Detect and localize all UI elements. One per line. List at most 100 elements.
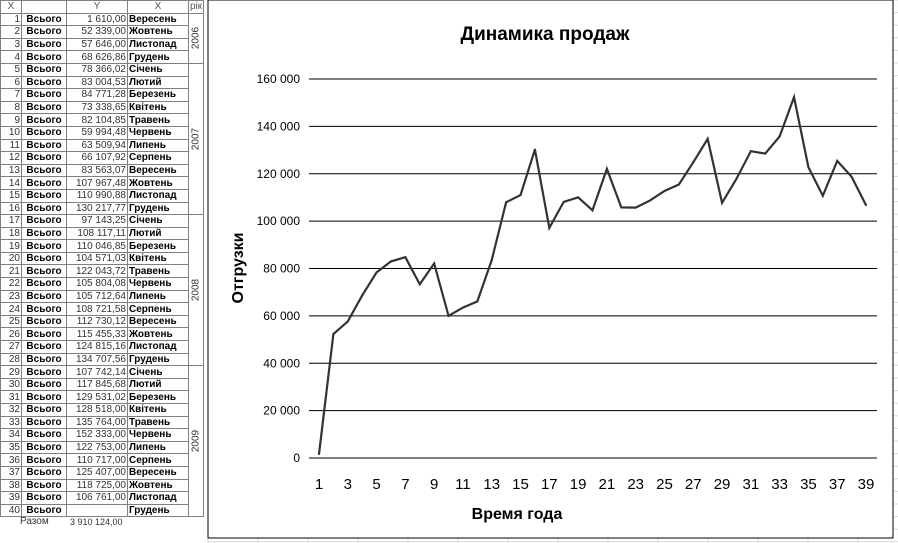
table-row: 37 Всього 125 407,00 Вересень xyxy=(0,465,204,480)
data-point[interactable] xyxy=(634,206,637,209)
data-point[interactable] xyxy=(505,201,508,204)
table-row: 12 Всього 66 107,92 Серпень xyxy=(0,151,204,165)
y-tick-label: 100 000 xyxy=(257,214,301,228)
data-point[interactable] xyxy=(735,177,738,180)
y-tick-label: 0 xyxy=(293,451,300,465)
y-tick-label: 160 000 xyxy=(257,72,301,86)
y-axis-title: Отгрузки xyxy=(230,233,247,304)
data-point[interactable] xyxy=(418,283,421,286)
data-point[interactable] xyxy=(764,152,767,155)
data-point[interactable] xyxy=(404,256,407,259)
data-point[interactable] xyxy=(836,159,839,162)
data-point[interactable] xyxy=(677,183,680,186)
table-row: 5 Всього 78 366,02 Січень 2007 xyxy=(0,62,205,216)
y-tick-label: 60 000 xyxy=(263,309,300,323)
data-point[interactable] xyxy=(692,161,695,164)
total-value: 3 910 124,00 xyxy=(70,517,123,527)
data-point[interactable] xyxy=(605,167,608,170)
chart-title: Динамика продаж xyxy=(461,24,630,45)
table-row: 14 Всього 107 967,48 Жовтень xyxy=(0,176,204,190)
data-point[interactable] xyxy=(533,148,536,151)
x-tick-label: 7 xyxy=(401,476,409,493)
data-point[interactable] xyxy=(562,200,565,203)
year-cell[interactable]: 2006 xyxy=(187,12,205,64)
table-row: 16 Всього 130 217,77 Грудень xyxy=(0,201,204,216)
table-row: 6 Всього 83 004,53 Лютий xyxy=(0,75,204,90)
table-row: 34 Всього 152 333,00 Червень xyxy=(0,428,204,442)
data-point[interactable] xyxy=(821,194,824,197)
x-tick-label: 9 xyxy=(430,476,438,493)
table-row: 23 Всього 105 712,64 Липень xyxy=(0,289,204,304)
table-row: 10 Всього 59 994,48 Червень xyxy=(0,125,204,140)
y-tick-label: 80 000 xyxy=(263,262,300,276)
total-label: Разом xyxy=(20,516,49,527)
x-tick-label: 35 xyxy=(800,476,817,493)
data-point[interactable] xyxy=(721,201,724,204)
data-point[interactable] xyxy=(620,206,623,209)
y-tick-label: 120 000 xyxy=(257,167,301,181)
data-point[interactable] xyxy=(591,209,594,212)
data-point[interactable] xyxy=(519,194,522,197)
table-row: 29 Всього 107 742,14 Січень 2009 xyxy=(0,365,205,518)
x-tick-label: 21 xyxy=(599,476,616,493)
data-point[interactable] xyxy=(490,259,493,262)
data-point[interactable] xyxy=(548,226,551,229)
data-point[interactable] xyxy=(663,189,666,192)
data-point[interactable] xyxy=(361,294,364,297)
data-point[interactable] xyxy=(793,96,796,99)
data-point[interactable] xyxy=(332,333,335,336)
row-label[interactable]: Всього xyxy=(21,503,67,518)
data-point[interactable] xyxy=(807,166,810,169)
x-tick-label: 23 xyxy=(627,476,644,493)
table-row: 40 Всього Грудень xyxy=(0,503,204,518)
x-tick-label: 5 xyxy=(372,476,380,493)
data-point[interactable] xyxy=(476,300,479,303)
data-point[interactable] xyxy=(649,199,652,202)
table-row: 24 Всього 108 721,58 Серпень xyxy=(0,302,204,316)
x-tick-label: 19 xyxy=(570,476,587,493)
table-row: 25 Всього 112 730,12 Вересень xyxy=(0,314,204,329)
data-point[interactable] xyxy=(389,260,392,263)
table-row: 27 Всього 124 815,16 Листопад xyxy=(0,340,204,354)
table-row: 21 Всього 122 043,72 Травень xyxy=(0,264,204,279)
year-cell[interactable]: 2009 xyxy=(187,365,205,518)
x-tick-label: 31 xyxy=(742,476,759,493)
x-tick-label: 39 xyxy=(858,476,875,493)
x-tick-label: 37 xyxy=(829,476,846,493)
y-tick-label: 40 000 xyxy=(263,356,300,370)
y-tick-label: 140 000 xyxy=(257,119,301,133)
x-tick-label: 15 xyxy=(512,476,529,493)
x-tick-label: 1 xyxy=(315,476,323,493)
data-point[interactable] xyxy=(706,137,709,140)
x-tick-label: 3 xyxy=(344,476,352,493)
table-row: 17 Всього 97 143,25 Січень 2008 xyxy=(0,214,205,367)
x-axis-title: Время года xyxy=(472,506,563,523)
x-tick-label: 17 xyxy=(541,476,558,493)
data-point[interactable] xyxy=(865,204,867,207)
x-tick-label: 25 xyxy=(656,476,673,493)
data-point[interactable] xyxy=(375,271,378,274)
data-point[interactable] xyxy=(749,150,752,153)
x-tick-label: 29 xyxy=(714,476,731,493)
table-row: 4 Всього 68 626,86 Грудень xyxy=(0,50,204,64)
x-tick-label: 27 xyxy=(685,476,702,493)
data-point[interactable] xyxy=(850,175,853,178)
data-point[interactable] xyxy=(447,314,450,317)
data-point[interactable] xyxy=(318,453,320,456)
table-row: 9 Всього 82 104,85 Травень xyxy=(0,113,204,127)
table-row: 22 Всього 105 804,08 Червень xyxy=(0,277,204,291)
data-point[interactable] xyxy=(461,306,464,309)
table-row: 8 Всього 73 338,65 Квітень xyxy=(0,100,204,115)
data-point[interactable] xyxy=(778,135,781,138)
table-row: 39 Всього 106 761,00 Листопад xyxy=(0,491,204,505)
month[interactable]: Грудень xyxy=(127,503,189,518)
table-row: 3 Всього 57 646,00 Листопад xyxy=(0,37,204,52)
x-tick-label: 13 xyxy=(483,476,500,493)
data-point[interactable] xyxy=(433,262,436,265)
table-row: 19 Всього 110 046,85 Березень xyxy=(0,239,204,253)
data-point[interactable] xyxy=(577,196,580,199)
y-tick-label: 20 000 xyxy=(263,404,300,418)
data-point[interactable] xyxy=(346,320,349,323)
